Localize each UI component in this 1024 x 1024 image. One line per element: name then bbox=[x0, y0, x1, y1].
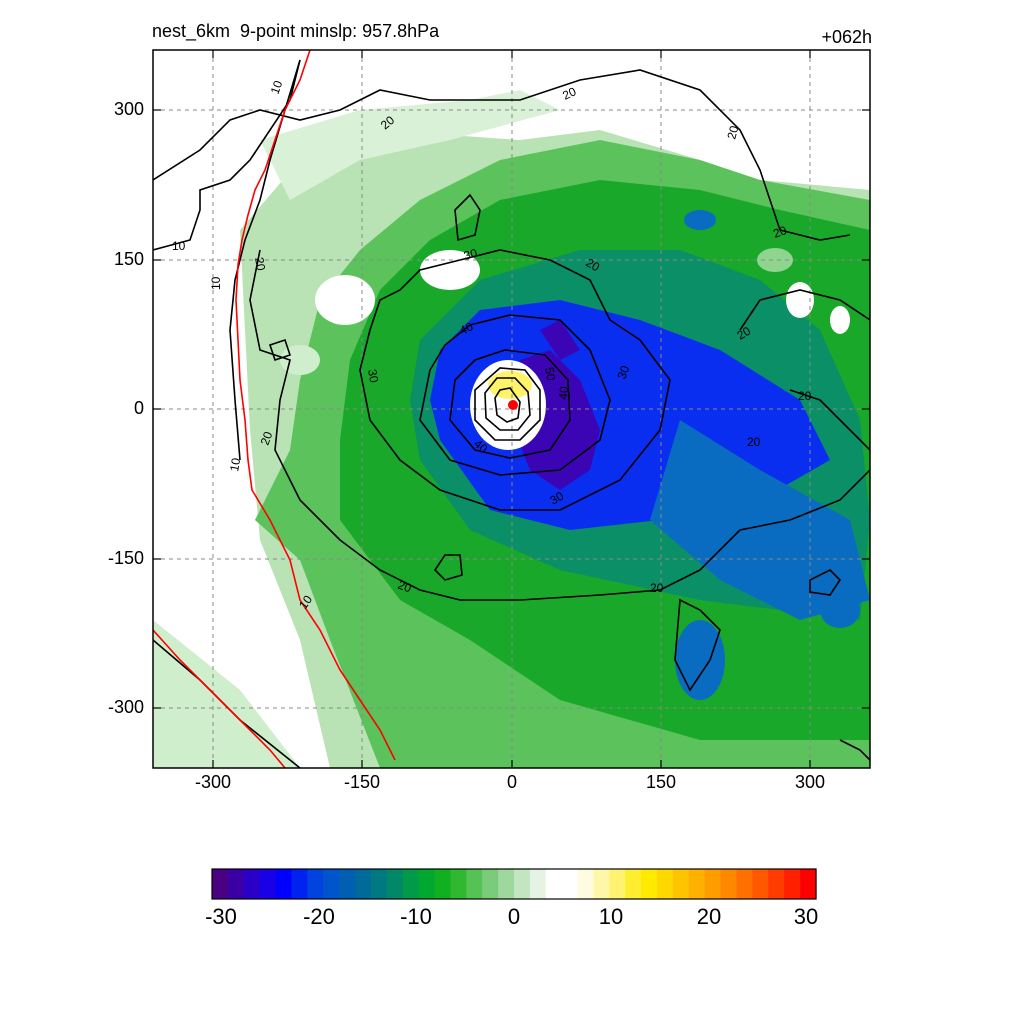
colorbar-segment bbox=[752, 869, 769, 899]
y-tick-label: 300 bbox=[113, 99, 144, 119]
storm-center-marker bbox=[508, 400, 518, 410]
y-tick-label: 150 bbox=[113, 249, 144, 269]
colorbar-segment bbox=[339, 869, 356, 899]
colorbar-segment bbox=[355, 869, 372, 899]
coastline bbox=[153, 50, 396, 768]
y-tick-label: 0 bbox=[133, 398, 144, 418]
colorbar-segment bbox=[291, 869, 308, 899]
colorbar-segment bbox=[514, 869, 531, 899]
colorbar-segment bbox=[466, 869, 483, 899]
contour-label: 20 bbox=[584, 255, 603, 274]
colorbar-segment bbox=[434, 869, 452, 899]
x-tick-label: -300 bbox=[194, 772, 232, 792]
contour-label: 20 bbox=[258, 429, 276, 447]
colorbar-segment bbox=[323, 869, 340, 899]
contour-label: 20 bbox=[798, 389, 812, 403]
contour-label: 10 bbox=[209, 276, 223, 290]
colorbar-segment bbox=[625, 869, 642, 899]
plot-title: nest_6km 9-point minslp: 957.8hPa bbox=[152, 21, 440, 41]
colorbar-segment bbox=[720, 869, 738, 899]
colorbar-tick-label: -20 bbox=[303, 904, 335, 929]
x-tick-label: -150 bbox=[343, 772, 381, 792]
contour-label: 10 bbox=[227, 457, 243, 473]
contour-label: 30 bbox=[462, 246, 479, 263]
contour-label: 20 bbox=[735, 324, 754, 343]
colorbar-segment bbox=[688, 869, 706, 899]
colorbar-segment bbox=[657, 869, 674, 899]
contour-label: 20 bbox=[560, 84, 578, 102]
colorbar-tick-label: 20 bbox=[696, 904, 722, 929]
x-tick-label: 300 bbox=[794, 772, 826, 792]
contour-label: 20 bbox=[252, 256, 268, 272]
colorbar-segment bbox=[386, 869, 404, 899]
colorbar-segment bbox=[370, 869, 388, 899]
contour-label: 10 bbox=[268, 78, 286, 96]
colorbar-segment bbox=[418, 869, 436, 899]
colorbar-segment bbox=[641, 869, 658, 899]
contour-label: 30 bbox=[615, 363, 633, 381]
colorbar-tick-label: 30 bbox=[793, 904, 819, 929]
colorbar-segment bbox=[577, 869, 595, 899]
contour-label: 40 bbox=[457, 319, 475, 337]
colorbar bbox=[211, 868, 817, 900]
colorbar-segment bbox=[800, 869, 817, 899]
colorbar-segment bbox=[307, 869, 324, 899]
colorbar-segment bbox=[212, 869, 229, 899]
colorbar-segment bbox=[402, 869, 420, 899]
colorbar-segment bbox=[768, 869, 785, 899]
colorbar-segment bbox=[561, 869, 579, 899]
contour-label: 20 bbox=[771, 223, 789, 241]
colorbar-tick-label: -30 bbox=[205, 904, 237, 929]
colorbar-segment bbox=[275, 869, 293, 899]
colorbar-segment bbox=[545, 869, 563, 899]
colorbar-segment bbox=[672, 869, 690, 899]
colorbar-tick-label: 10 bbox=[598, 904, 624, 929]
colorbar-segment bbox=[450, 869, 467, 899]
colorbar-segment bbox=[243, 869, 261, 899]
x-tick-label: 0 bbox=[506, 772, 517, 792]
colorbar-segment bbox=[593, 869, 610, 899]
x-tick-label: 150 bbox=[645, 772, 677, 792]
contour-label: 20 bbox=[747, 435, 761, 449]
contour-label: 40 bbox=[556, 385, 571, 400]
y-tick-label: -300 bbox=[107, 697, 144, 717]
colorbar-segment bbox=[609, 869, 626, 899]
colorbar-tick-label: 0 bbox=[507, 904, 521, 929]
contour-label: 50 bbox=[542, 366, 558, 382]
contour-label: 10 bbox=[172, 239, 186, 253]
colorbar-segment bbox=[529, 869, 547, 899]
contour-label: 30 bbox=[548, 489, 567, 508]
contour-label: 20 bbox=[724, 124, 741, 141]
forecast-hour: +062h bbox=[821, 27, 872, 47]
colorbar-tick-label: -10 bbox=[400, 904, 432, 929]
y-tick-label: -150 bbox=[107, 548, 144, 568]
colorbar-segment bbox=[498, 869, 515, 899]
colorbar-segment bbox=[482, 869, 499, 899]
colorbar-segment bbox=[736, 869, 754, 899]
contour-label: 30 bbox=[365, 368, 381, 384]
colorbar-segment bbox=[259, 869, 277, 899]
contour-label: 20 bbox=[396, 578, 414, 596]
colorbar-segment bbox=[227, 869, 245, 899]
axis-ticks bbox=[153, 50, 870, 768]
colorbar-segment bbox=[704, 869, 722, 899]
colorbar-segment bbox=[784, 869, 801, 899]
colorbar-frame bbox=[211, 868, 817, 900]
contour-label: 20 bbox=[650, 581, 664, 595]
